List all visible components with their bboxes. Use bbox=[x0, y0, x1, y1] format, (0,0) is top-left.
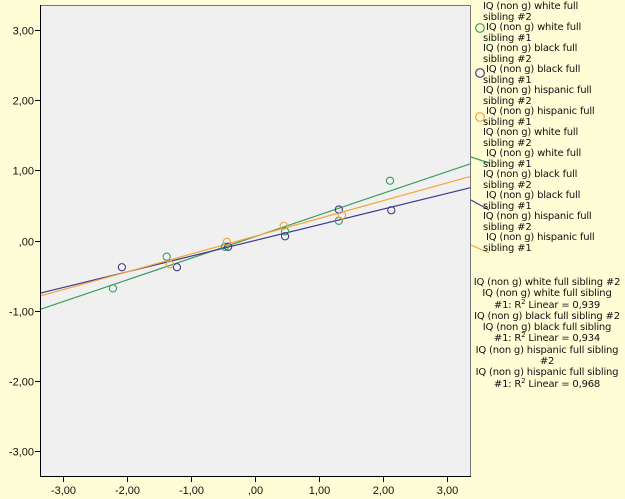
data-point bbox=[220, 242, 230, 251]
legend-label: sibling #1 bbox=[483, 116, 532, 128]
data-point bbox=[117, 263, 127, 272]
legend-label: sibling #2 bbox=[483, 221, 532, 233]
y-tick-label: 3,00 bbox=[13, 26, 34, 38]
legend-symbols bbox=[470, 23, 490, 254]
legend-label: IQ (non g) black full bbox=[483, 169, 578, 180]
legend-entry: IQ (non g) hispanic full sibling #2 IQ (n… bbox=[472, 85, 625, 128]
x-axis-ticks: -3,00 -2,00 -1,00 ,00 1,00 2,00 3,00 bbox=[51, 476, 458, 497]
fit-line bbox=[39, 175, 471, 297]
data-point bbox=[162, 252, 171, 261]
legend-label: sibling #2 bbox=[483, 137, 532, 149]
data-point bbox=[385, 176, 395, 185]
r2-annotation: IQ (non g) hispanic full sibling #2 IQ (no… bbox=[475, 344, 619, 390]
data-point bbox=[387, 206, 396, 215]
legend-label: IQ (non g) black full bbox=[483, 43, 578, 54]
r2-annotation: IQ (non g) black full sibling #2 IQ (non … bbox=[474, 310, 620, 345]
data-point bbox=[280, 232, 290, 241]
x-tick-label: -1,00 bbox=[179, 485, 204, 497]
legend-entry: IQ (non g) white full sibling #2 IQ (non … bbox=[472, 1, 625, 44]
data-point bbox=[108, 284, 118, 293]
x-tick-label: 1,00 bbox=[309, 485, 330, 497]
legend-marker-icon bbox=[475, 112, 485, 122]
legend-marker-icon bbox=[475, 68, 485, 78]
legend-entry: IQ (non g) black full sibling #2 IQ (non … bbox=[472, 43, 625, 86]
fit-annotations: IQ (non g) white full sibling #2 IQ (non … bbox=[472, 277, 622, 390]
legend-line-icon bbox=[470, 156, 490, 164]
data-point bbox=[280, 227, 290, 236]
legend-label: sibling #1 bbox=[483, 74, 532, 86]
legend: IQ (non g) white full sibling #2 IQ (non … bbox=[472, 1, 625, 254]
legend-label: sibling #2 bbox=[483, 11, 532, 23]
data-point bbox=[172, 263, 182, 272]
x-tick-label: 2,00 bbox=[373, 485, 394, 497]
data-point bbox=[222, 237, 231, 247]
x-tick-label: -2,00 bbox=[115, 485, 140, 497]
legend-label: IQ (non g) white full bbox=[483, 127, 579, 138]
legend-line-icon bbox=[470, 244, 490, 254]
legend-label: IQ (non g) black full bbox=[483, 64, 581, 75]
x-tick-label: ,00 bbox=[248, 485, 263, 497]
x-tick-label: -3,00 bbox=[51, 485, 76, 497]
legend-label: IQ (non g) white full bbox=[483, 22, 582, 33]
legend-entry: IQ (non g) hispanic full sibling #2 IQ (n… bbox=[472, 211, 625, 254]
legend-marker-icon bbox=[475, 23, 485, 33]
data-points bbox=[108, 176, 396, 293]
legend-label: IQ (non g) white full bbox=[483, 1, 579, 12]
legend-label: IQ (non g) hispanic full bbox=[483, 232, 595, 243]
legend-label: sibling #2 bbox=[483, 53, 532, 65]
r2-annotation: IQ (non g) white full sibling #2 IQ (non … bbox=[473, 277, 621, 311]
legend-label: sibling #1 bbox=[483, 200, 532, 212]
y-tick-label: -2,00 bbox=[9, 377, 34, 389]
y-tick-label: -3,00 bbox=[9, 447, 34, 459]
legend-line-icon bbox=[470, 199, 490, 211]
x-tick-label: 3,00 bbox=[437, 485, 458, 497]
legend-label: IQ (non g) white full bbox=[483, 148, 582, 159]
legend-entry: IQ (non g) white full sibling #2 IQ (non … bbox=[472, 127, 625, 170]
y-tick-label: -1,00 bbox=[9, 307, 34, 319]
data-point bbox=[165, 260, 175, 269]
legend-label: IQ (non g) hispanic full bbox=[483, 106, 595, 117]
legend-label: IQ (non g) hispanic full bbox=[483, 211, 592, 222]
legend-label: sibling #2 bbox=[483, 179, 532, 191]
legend-label: IQ (non g) hispanic full bbox=[483, 85, 592, 96]
legend-label: sibling #2 bbox=[483, 95, 532, 107]
legend-label: sibling #1 bbox=[483, 158, 532, 170]
y-tick-label: 2,00 bbox=[13, 96, 34, 108]
legend-label: IQ (non g) black full bbox=[483, 190, 581, 201]
legend-label: sibling #1 bbox=[483, 242, 532, 254]
legend-label: sibling #1 bbox=[483, 32, 532, 44]
y-axis-ticks: 3,00 2,00 1,00 ,00 -1,00 -2,00 -3,00 bbox=[9, 26, 40, 459]
y-tick-label: 1,00 bbox=[13, 166, 34, 178]
data-point bbox=[279, 221, 288, 230]
legend-entry: IQ (non g) black full sibling #2 IQ (non … bbox=[472, 169, 625, 212]
data-point bbox=[337, 211, 347, 220]
data-point bbox=[223, 242, 233, 251]
y-tick-label: ,00 bbox=[19, 237, 34, 249]
